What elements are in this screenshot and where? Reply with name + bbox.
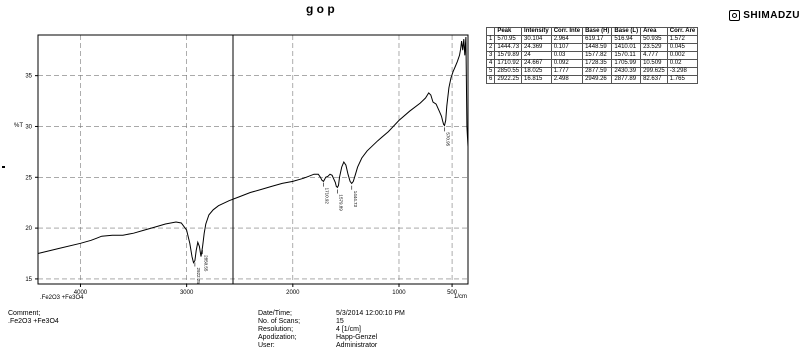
comment-label: Comment;: [8, 310, 59, 318]
peak-label: 1710.92: [325, 188, 330, 205]
peak-label: 1444.73: [353, 191, 358, 208]
peak-label: 2850.55: [204, 255, 209, 272]
y-tick-label: 15: [25, 277, 32, 283]
info-row-resolution: Resolution; 4 [1/cm]: [258, 326, 405, 334]
info-row-user: User: Administrator: [258, 342, 405, 350]
x-tick-label: 1000: [392, 290, 406, 296]
chart-grid: [38, 35, 468, 284]
x-axis-label: 1/cm: [454, 294, 467, 300]
peak-label: 570.95: [446, 132, 451, 146]
info-row-datetime: Date/Time; 5/3/2014 12:00:10 PM: [258, 310, 405, 318]
comment-value: .Fe2O3 +Fe3O4: [8, 318, 59, 326]
spectrum-series-line: [38, 37, 468, 263]
comment-block: Comment; .Fe2O3 +Fe3O4: [8, 310, 59, 326]
x-tick-label: 3000: [180, 290, 194, 296]
info-row-apodization: Apodization; Happ-Genzel: [258, 334, 405, 342]
left-edge-marker: [2, 166, 5, 168]
sample-label: .Fe2O3 +Fe3O4: [40, 295, 84, 301]
y-axis-label: %T: [14, 123, 23, 129]
y-tick-label: 25: [25, 175, 32, 181]
x-tick-label: 2000: [286, 290, 300, 296]
plot-frame: [38, 35, 468, 284]
y-tick-label: 35: [25, 74, 32, 80]
acquisition-info: Date/Time; 5/3/2014 12:00:10 PM No. of S…: [258, 310, 405, 350]
peak-label: 2922.25: [196, 267, 201, 284]
y-tick-label: 20: [25, 226, 32, 232]
peak-label: 1579.89: [338, 194, 343, 211]
y-tick-label: 30: [25, 124, 32, 130]
info-row-scans: No. of Scans; 15: [258, 318, 405, 326]
